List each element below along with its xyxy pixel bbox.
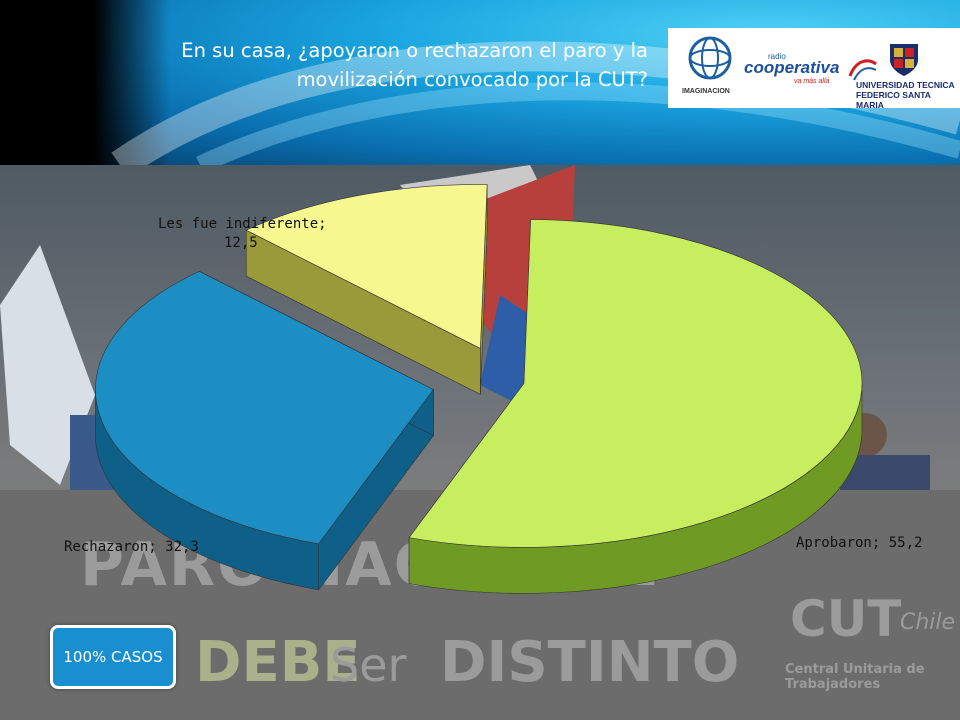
- slice-label-rechazaron: Rechazaron; 32,3: [64, 539, 199, 555]
- cooperativa-logo: cooperativa: [744, 58, 840, 77]
- pie-slices: [95, 184, 863, 594]
- imaginacion-logo-text: IMAGINACION: [682, 88, 730, 95]
- cooperativa-logo-small: radio: [768, 52, 786, 61]
- slice-label-indiferente-name: Les fue indiferente;: [158, 216, 327, 232]
- header: En su casa, ¿apoyaron o rechazaron el pa…: [0, 0, 960, 165]
- pie-slice-top: [95, 271, 434, 545]
- pie-slice-rechazaron: [95, 270, 434, 591]
- banner-text-distinto: DISTINTO: [440, 630, 740, 695]
- banner-logo-chile: Chile: [900, 610, 956, 635]
- utfsm-logo-line2: FEDERICO SANTA MARIA: [856, 90, 931, 110]
- pie-slice-top: [408, 219, 863, 548]
- pie-slice-aprobaron: [408, 219, 863, 594]
- banner-text-ser: Ser: [330, 638, 407, 692]
- header-dark-fade: [0, 0, 170, 165]
- slice-label-indiferente-value: 12,5: [224, 235, 258, 251]
- banner-subtitle: Central Unitaria de Trabajadores: [785, 662, 925, 692]
- page-title: En su casa, ¿apoyaron o rechazaron el pa…: [88, 36, 648, 94]
- cases-badge: 100% CASOS: [50, 625, 176, 689]
- page-title-line2: movilización convocado por la CUT?: [296, 68, 648, 91]
- utfsm-shield-icon: [890, 44, 918, 76]
- banner-text-debe: DEBE: [195, 630, 361, 695]
- pie-slice-top: [245, 184, 488, 349]
- cooperativa-wave-icon: [848, 59, 877, 81]
- slice-label-aprobaron: Aprobaron; 55,2: [796, 535, 922, 551]
- pie-slice-indiferente: [245, 184, 488, 395]
- sponsor-logos: IMAGINACION radio cooperativa va más all…: [668, 28, 960, 110]
- banner-logo-cut: CUT: [790, 590, 902, 648]
- utfsm-logo-line1: UNIVERSIDAD TECNICA: [856, 80, 955, 90]
- page-title-line1: En su casa, ¿apoyaron o rechazaron el pa…: [181, 39, 648, 62]
- imaginacion-globe-icon: [688, 36, 732, 80]
- cooperativa-logo-tag: va más allá: [794, 78, 830, 85]
